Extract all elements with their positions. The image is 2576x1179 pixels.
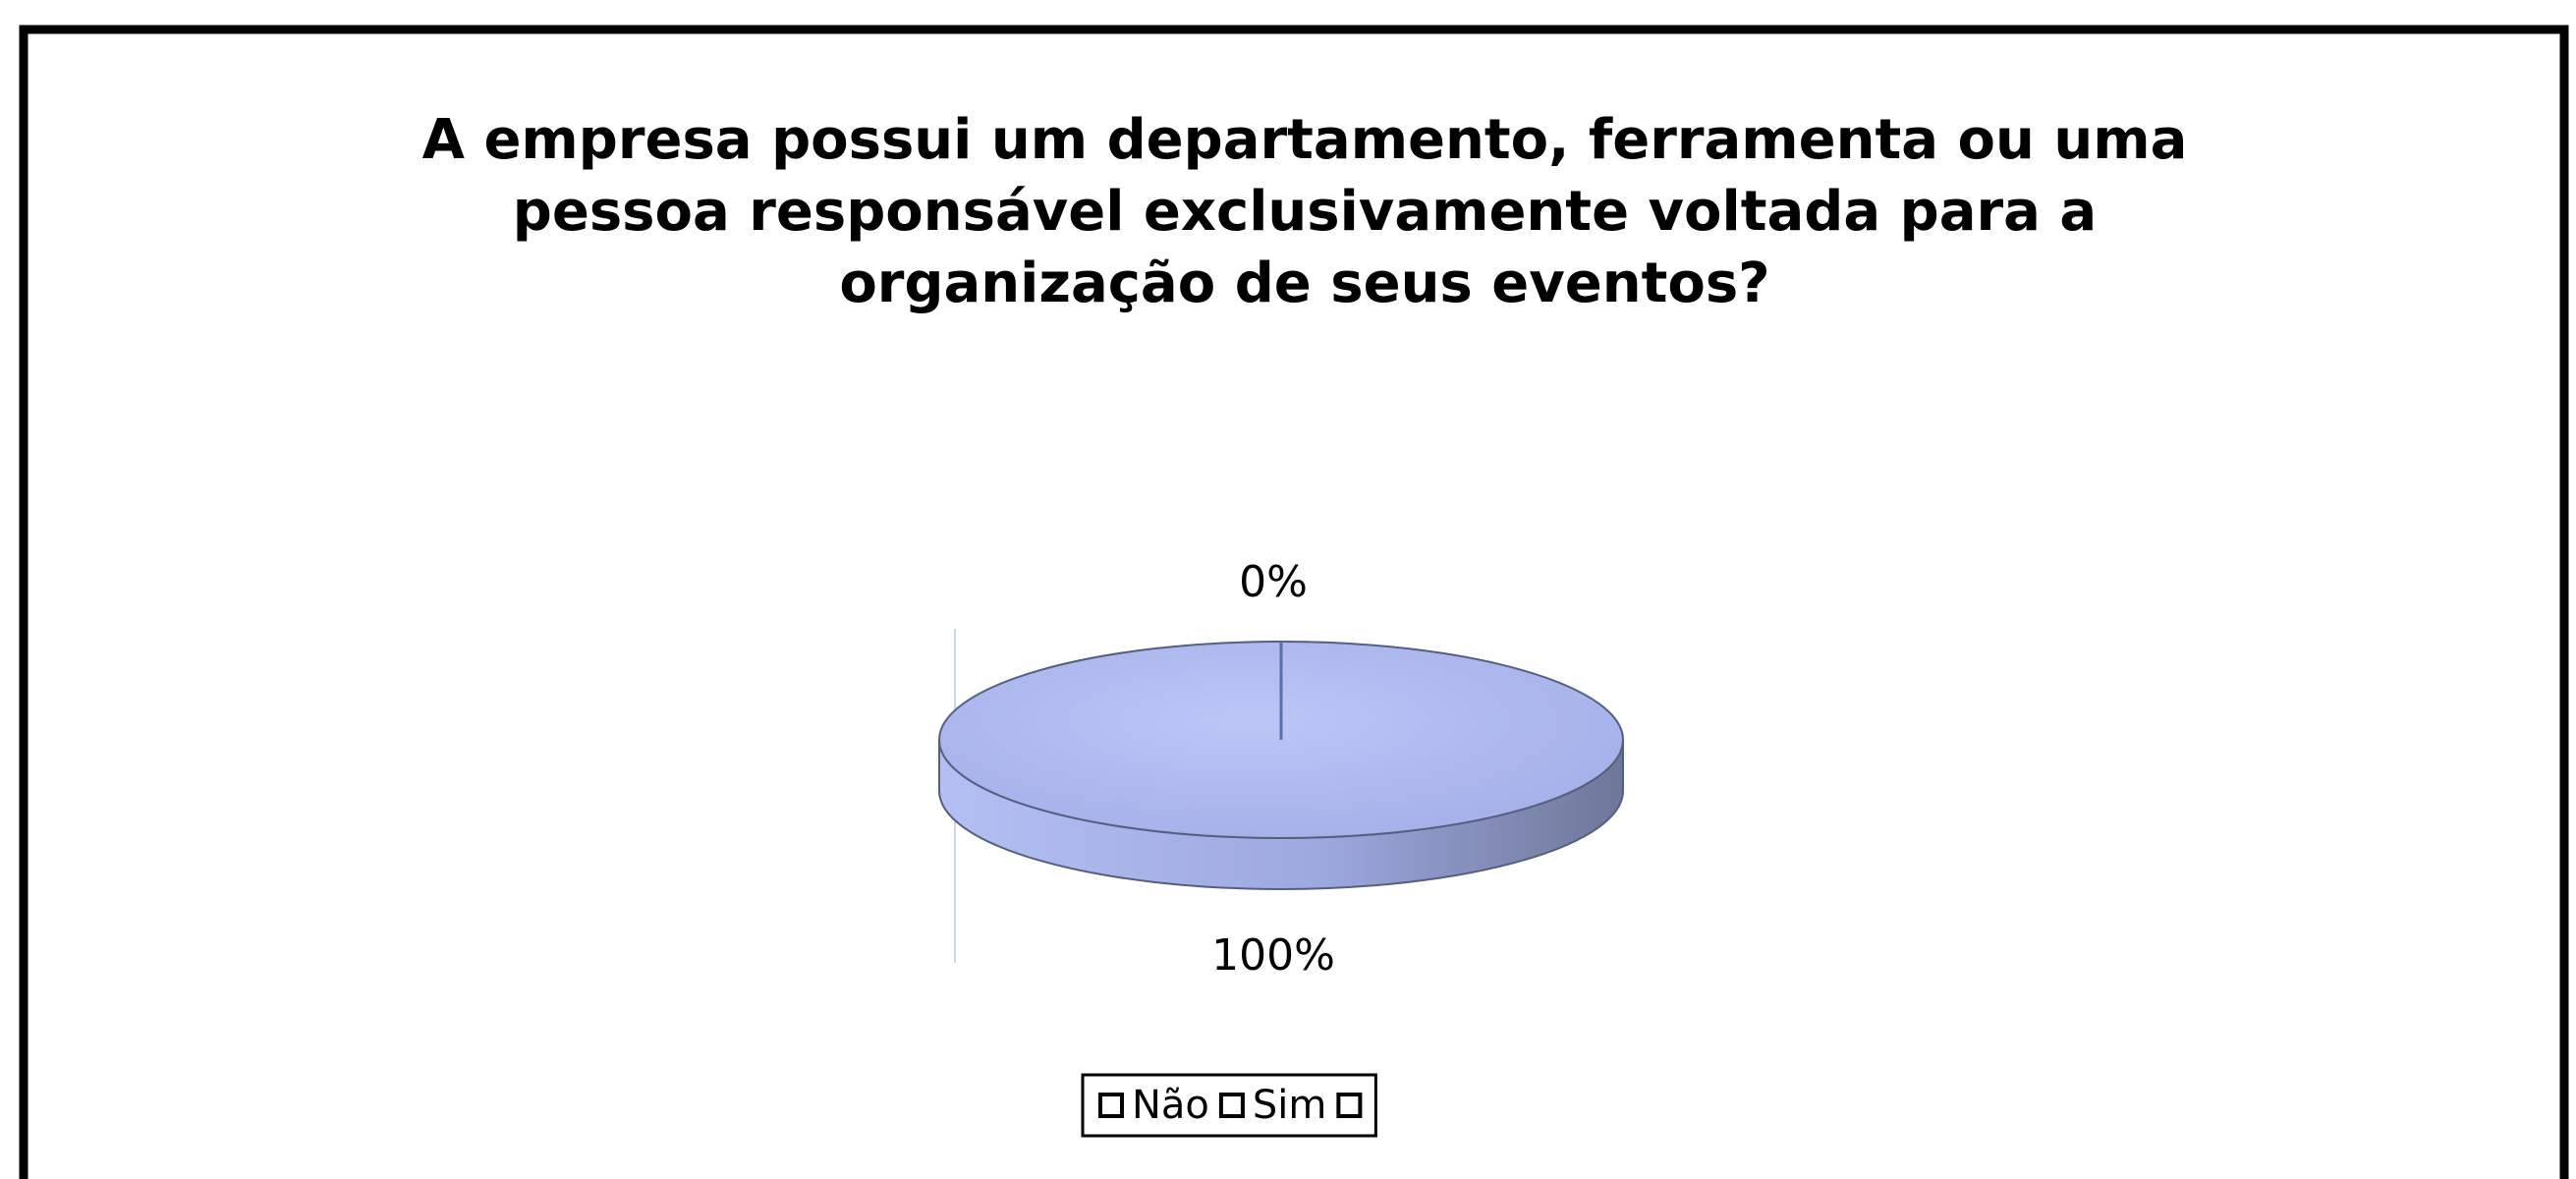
legend-swatch: [1218, 1093, 1245, 1118]
legend-swatch: [1098, 1093, 1124, 1118]
legend-swatch: [1336, 1093, 1363, 1118]
chart-title: pessoa responsável exclusivamente voltad…: [513, 180, 2097, 244]
legend-label: Não: [1132, 1083, 1209, 1128]
chart-title: A empresa possui um departamento, ferram…: [422, 108, 2188, 172]
legend-label: Sim: [1253, 1083, 1326, 1128]
data-label: 0%: [1239, 557, 1308, 607]
chart-frame: [19, 25, 2569, 1179]
chart-title: organização de seus eventos?: [839, 252, 1769, 315]
data-label: 100%: [1211, 930, 1335, 981]
